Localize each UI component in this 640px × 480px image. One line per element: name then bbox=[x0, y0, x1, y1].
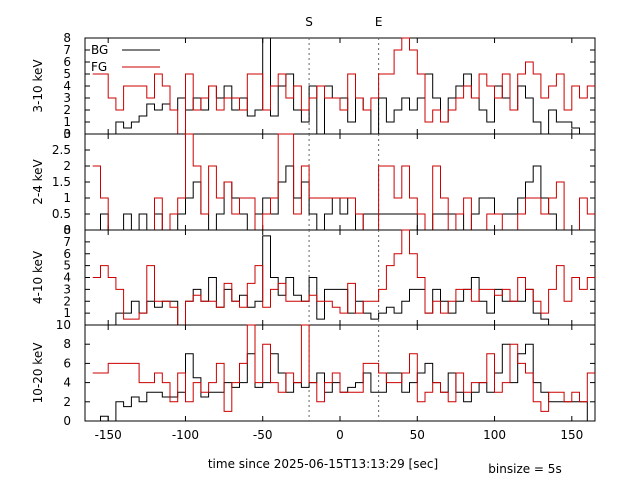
series-bg-line bbox=[92, 235, 595, 326]
y-axis-label: 10-20 keV bbox=[31, 342, 45, 404]
y-tick-label: 1 bbox=[63, 115, 71, 129]
legend-label-bg: BG bbox=[91, 43, 108, 57]
x-tick-label: -50 bbox=[253, 428, 273, 442]
y-tick-label: 4 bbox=[63, 271, 71, 285]
y-axis-label: 4-10 keV bbox=[31, 250, 45, 304]
panel-4: 0 2 4 6 8 10 10-20 keV bbox=[31, 318, 596, 428]
y-tick-label: 3 bbox=[63, 127, 71, 141]
y-tick-label: 7 bbox=[63, 43, 71, 57]
y-tick-label: 5 bbox=[63, 259, 71, 273]
y-tick-label: 2 bbox=[63, 395, 71, 409]
y-tick-label: 2 bbox=[63, 103, 71, 117]
y-tick-label: 0.5 bbox=[52, 207, 71, 221]
y-tick-label: 0 bbox=[63, 414, 71, 428]
series-fg-line bbox=[92, 37, 595, 135]
y-tick-label: 3 bbox=[63, 91, 71, 105]
panel-frame bbox=[84, 133, 596, 231]
panel-2: 0 0.5 1 1.5 2 2.5 3 2-4 keV bbox=[31, 127, 596, 237]
y-tick-label: 4 bbox=[63, 79, 71, 93]
x-tick-label: 50 bbox=[410, 428, 425, 442]
y-tick-label: 1 bbox=[63, 306, 71, 320]
x-axis-label: time since 2025-06-15T13:13:29 [sec] bbox=[208, 457, 438, 471]
y-tick-label: 8 bbox=[63, 31, 71, 45]
legend-label-fg: FG bbox=[91, 60, 107, 74]
series-fg-line bbox=[92, 324, 595, 412]
series-fg-line bbox=[92, 229, 595, 326]
y-tick-label: 1.5 bbox=[52, 175, 71, 189]
x-tick-label: 0 bbox=[336, 428, 344, 442]
marker-label-S: S bbox=[305, 15, 313, 29]
y-tick-label: 2 bbox=[63, 159, 71, 173]
y-tick-label: 3 bbox=[63, 282, 71, 296]
y-axis-label: 2-4 keV bbox=[31, 158, 45, 204]
y-tick-label: 0 bbox=[63, 223, 71, 237]
y-axis-label: 3-10 keV bbox=[31, 59, 45, 113]
binsize-label: binsize = 5s bbox=[488, 462, 561, 476]
y-tick-label: 6 bbox=[63, 247, 71, 261]
x-tick-label: 150 bbox=[560, 428, 583, 442]
y-tick-label: 6 bbox=[63, 55, 71, 69]
x-tick-label: 100 bbox=[483, 428, 506, 442]
y-tick-label: 8 bbox=[63, 337, 71, 351]
y-tick-label: 1 bbox=[63, 191, 71, 205]
x-tick-label: -150 bbox=[95, 428, 122, 442]
y-tick-label: 10 bbox=[56, 318, 71, 332]
series-fg-line bbox=[92, 133, 595, 231]
y-tick-label: 0 bbox=[63, 127, 71, 141]
y-tick-label: 7 bbox=[63, 235, 71, 249]
y-tick-label: 2 bbox=[63, 294, 71, 308]
marker-label-E: E bbox=[375, 15, 383, 29]
x-tick-label: -100 bbox=[172, 428, 199, 442]
y-tick-label: 8 bbox=[63, 223, 71, 237]
y-tick-label: 5 bbox=[63, 67, 71, 81]
y-tick-label: 2.5 bbox=[52, 143, 71, 157]
y-tick-label: 6 bbox=[63, 356, 71, 370]
y-tick-label: 4 bbox=[63, 376, 71, 390]
